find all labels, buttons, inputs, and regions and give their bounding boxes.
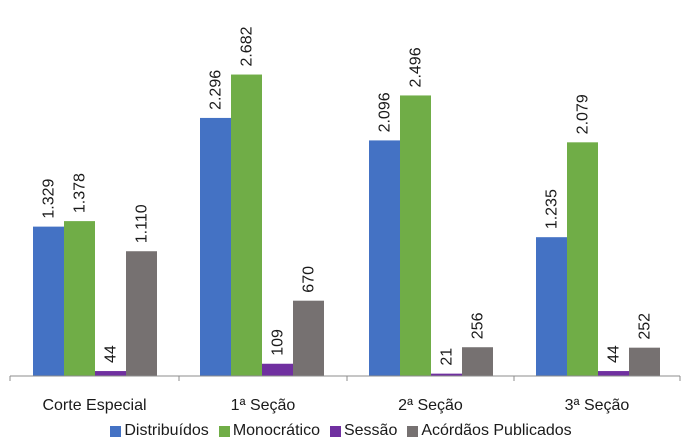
- legend-label: Acórdãos Publicados: [421, 422, 572, 439]
- chart-legend: Distribuídos Monocrático Sessão Acórdãos Pu…: [0, 421, 682, 441]
- legend-swatch: [218, 425, 230, 437]
- bar-monocr-tico-1: [231, 74, 262, 376]
- bar-monocr-tico-3: [567, 142, 598, 376]
- data-label: 21: [439, 348, 456, 366]
- bar-sess-o-2: [431, 373, 462, 376]
- data-label: 2.682: [239, 26, 256, 66]
- data-labels-layer: 1.329 2.296 2.096 1.235 1.378 2.682 2.496 2.079…: [41, 26, 654, 365]
- x-tick-label: 2ª Seção: [398, 397, 463, 414]
- x-axis: Corte Especial 1ª Seção 2ª Seção 3ª Seção: [9, 375, 681, 414]
- bar-monocr-tico-2: [400, 95, 431, 377]
- data-label: 1.110: [134, 204, 151, 243]
- legend-item: Monocrático: [218, 422, 320, 440]
- legend-item: Sessão: [329, 422, 398, 440]
- data-label: 256: [470, 312, 487, 339]
- bar-ac-rd-os-publicados-1: [293, 300, 324, 376]
- data-label: 2.079: [575, 94, 592, 134]
- x-tick-label: 3ª Seção: [565, 397, 630, 414]
- bar-ac-rd-os-publicados-3: [629, 347, 660, 376]
- data-label: 109: [270, 329, 287, 356]
- legend-label: Sessão: [343, 422, 398, 439]
- legend-label: Distribuídos: [124, 422, 209, 439]
- bar-distribu-dos-0: [33, 226, 64, 376]
- data-label: 1.235: [544, 189, 561, 229]
- legend-swatch: [407, 425, 419, 437]
- data-label: 2.496: [408, 47, 425, 87]
- bar-sess-o-3: [598, 371, 629, 376]
- bar-distribu-dos-2: [369, 140, 400, 376]
- bars-layer: [33, 74, 660, 377]
- x-tick-label: 1ª Seção: [231, 397, 296, 414]
- bar-sess-o-0: [95, 371, 126, 376]
- legend-swatch: [110, 425, 122, 437]
- data-label: 1.378: [72, 173, 89, 213]
- bar-monocr-tico-0: [64, 221, 95, 376]
- legend-swatch: [329, 425, 341, 437]
- x-tick-label: Corte Especial: [42, 397, 146, 414]
- legend-item: Distribuídos: [110, 422, 209, 440]
- data-label: 670: [301, 266, 318, 293]
- data-label: 44: [103, 345, 120, 363]
- bar-distribu-dos-3: [536, 237, 567, 376]
- bar-sess-o-1: [262, 363, 293, 376]
- data-label: 44: [606, 345, 623, 363]
- data-label: 2.096: [377, 92, 394, 132]
- data-label: 1.329: [41, 178, 58, 218]
- data-label: 252: [637, 313, 654, 340]
- legend-item: Acórdãos Publicados: [407, 422, 572, 440]
- data-label: 2.296: [208, 70, 225, 110]
- legend-label: Monocrático: [232, 422, 320, 439]
- bar-ac-rd-os-publicados-2: [462, 347, 493, 376]
- bar-ac-rd-os-publicados-0: [126, 251, 157, 376]
- bar-distribu-dos-1: [200, 117, 231, 377]
